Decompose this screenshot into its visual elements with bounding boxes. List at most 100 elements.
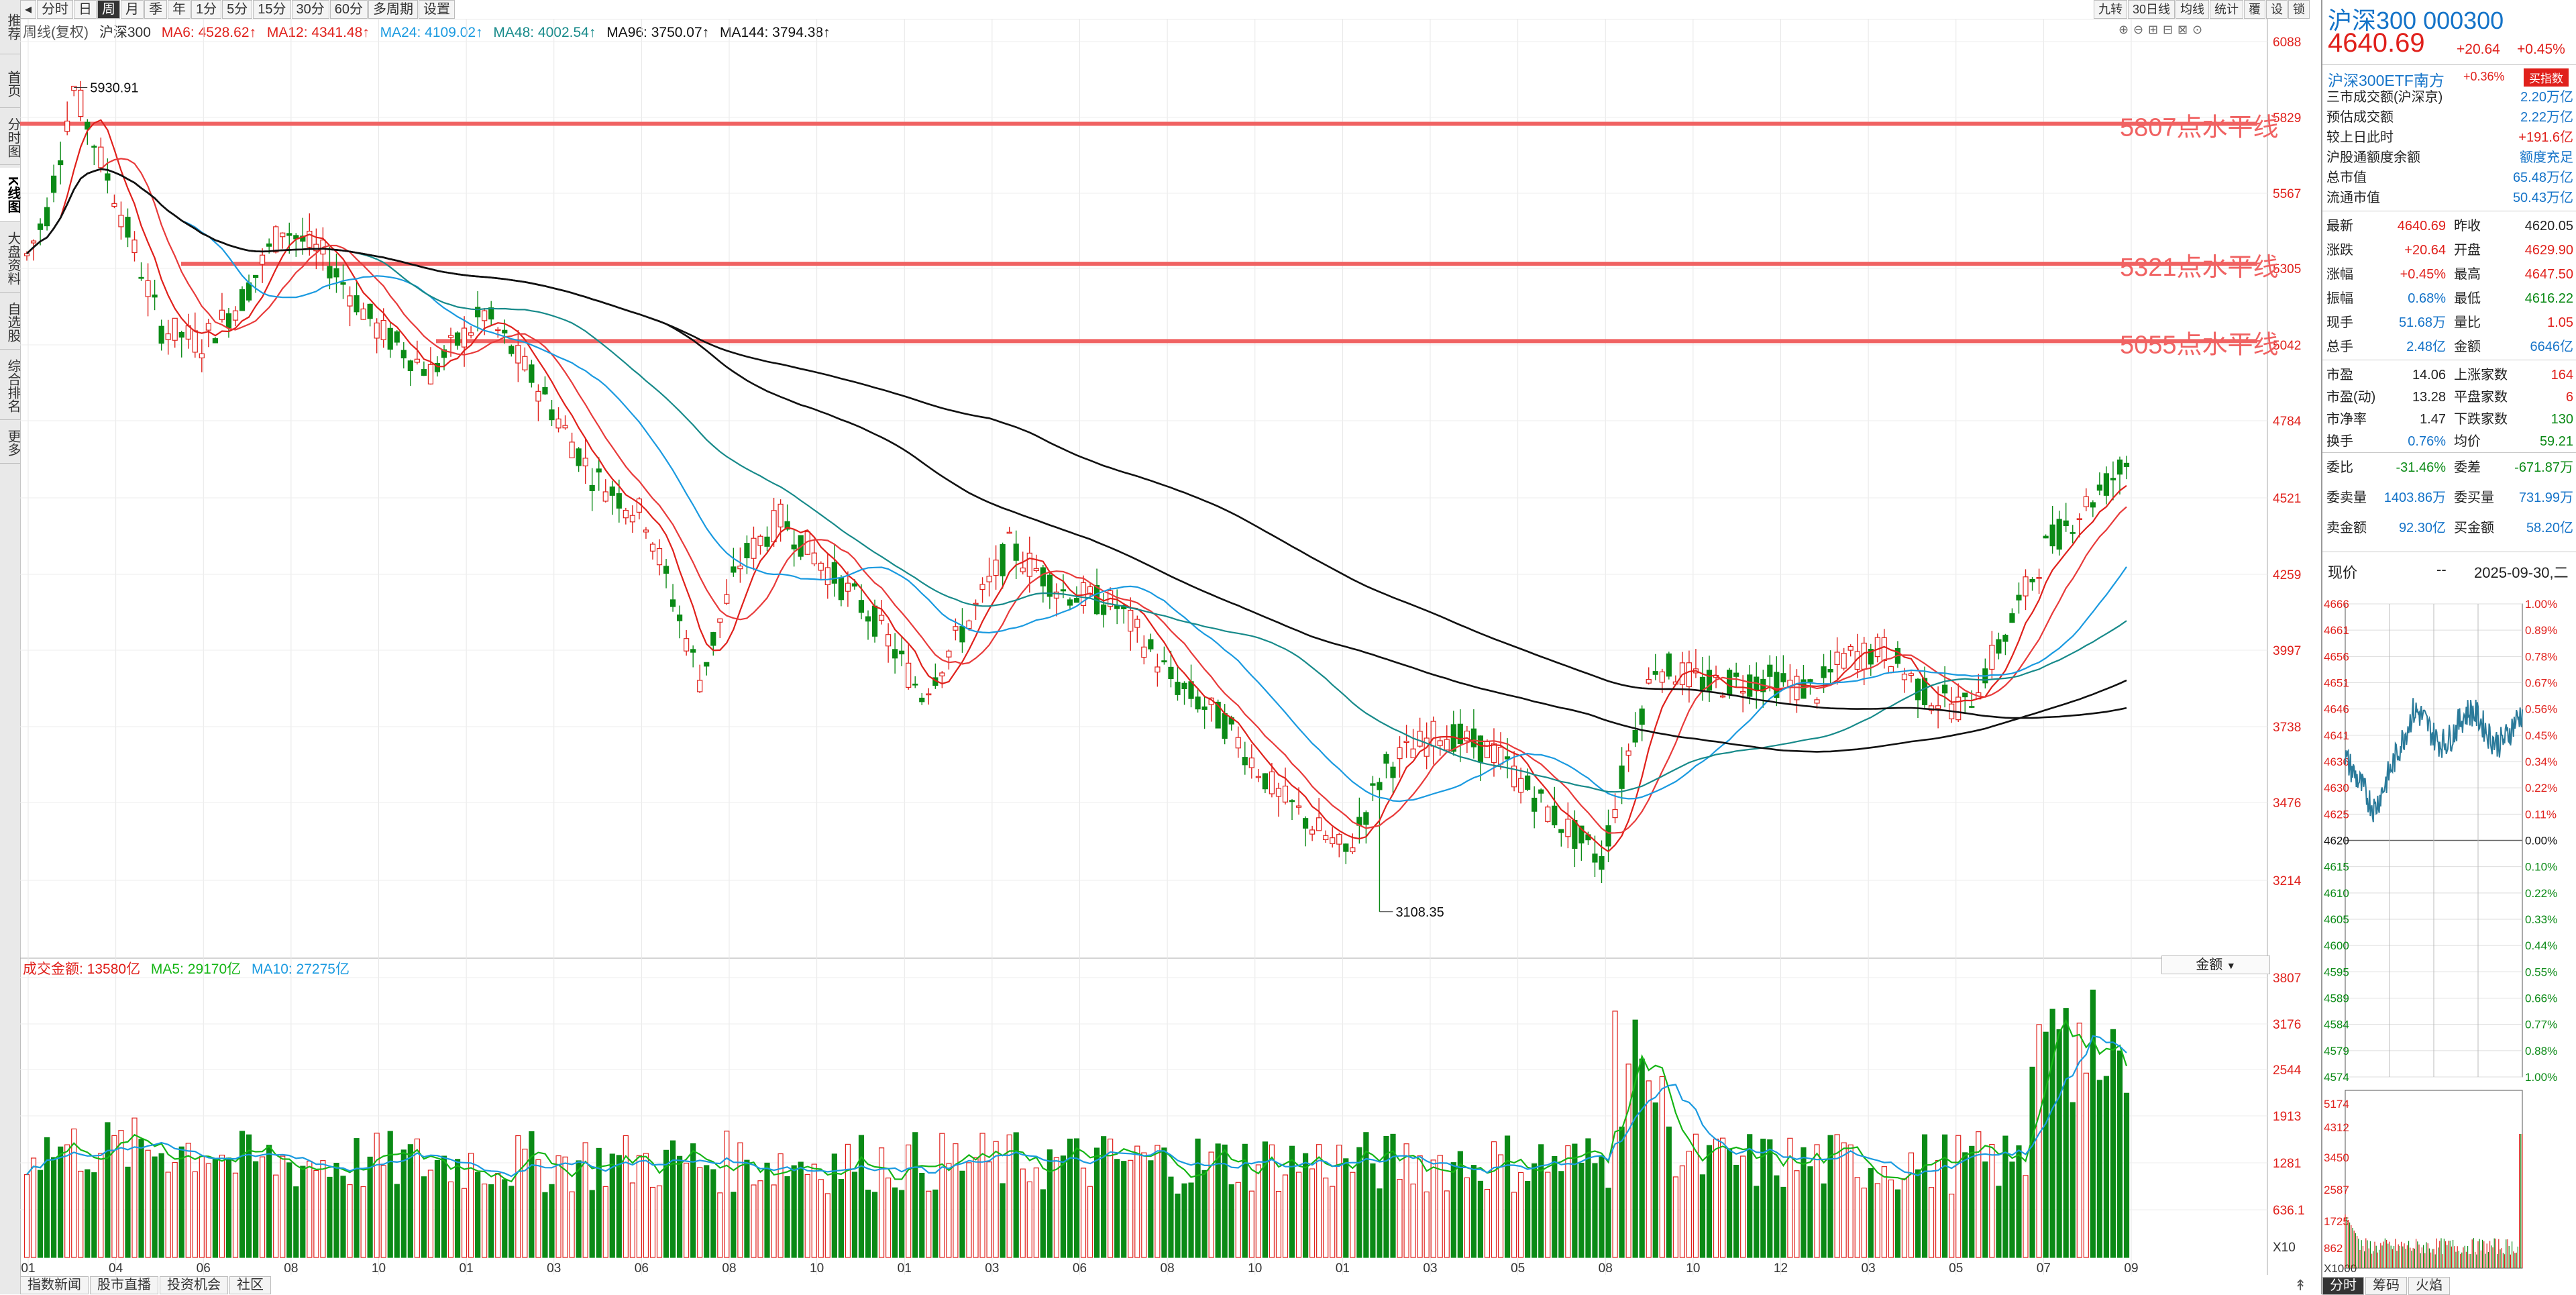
volume-bar bbox=[1733, 1164, 1739, 1258]
volume-bar bbox=[1861, 1187, 1867, 1258]
tool-button-5[interactable]: 设 bbox=[2266, 0, 2288, 19]
left-tab-7[interactable]: 更多 bbox=[0, 423, 20, 464]
tool-button-6[interactable]: 锁 bbox=[2288, 0, 2310, 19]
mini-tab-1[interactable]: 筹码 bbox=[2365, 1277, 2407, 1295]
candle-body bbox=[885, 634, 892, 647]
candle-body bbox=[205, 323, 211, 331]
expand-icon[interactable]: ◂ bbox=[20, 0, 37, 19]
candle-body bbox=[1067, 599, 1073, 606]
period-8[interactable]: 15分 bbox=[253, 0, 291, 19]
candle-body bbox=[838, 577, 844, 601]
period-4[interactable]: 季 bbox=[144, 0, 168, 19]
period-11[interactable]: 多周期 bbox=[368, 0, 419, 19]
left-tab-2[interactable]: 分时图 bbox=[0, 111, 20, 165]
volume-bar bbox=[172, 1161, 178, 1258]
volume-bar bbox=[1491, 1141, 1497, 1258]
volume-bar bbox=[1410, 1183, 1416, 1258]
info-label: 沪股通额度余额 bbox=[2326, 150, 2420, 165]
volume-bar bbox=[1713, 1138, 1719, 1258]
volume-indicator-select[interactable]: 金额 ▼ bbox=[2161, 955, 2270, 974]
tool-button-4[interactable]: 覆 bbox=[2244, 0, 2266, 19]
candle-body bbox=[475, 307, 481, 317]
candle-body bbox=[1511, 766, 1517, 788]
bottom-tab-1[interactable]: 股市直播 bbox=[90, 1276, 158, 1294]
etf-link[interactable]: 沪深300ETF南方 bbox=[2328, 72, 2445, 89]
period-2[interactable]: 周 bbox=[97, 0, 121, 19]
x-tick-label: 04 bbox=[109, 1261, 123, 1275]
tool-button-2[interactable]: 均线 bbox=[2176, 0, 2210, 19]
period-12[interactable]: 设置 bbox=[419, 0, 455, 19]
bottom-tab-0[interactable]: 指数新闻 bbox=[20, 1276, 89, 1294]
period-1[interactable]: 日 bbox=[74, 0, 97, 19]
intraday-mini-chart[interactable]: 4666 1.00% 4661 0.89% 4656 0.78% 4651 0.67% 4646… bbox=[2322, 590, 2576, 1275]
kline-chart[interactable]: 01 04 06 08 10 01 03 06 08 10 01 03 06 08 10 01 03 05 08 10… bbox=[20, 19, 2321, 1275]
candle-body bbox=[892, 649, 898, 659]
period-6[interactable]: 1分 bbox=[191, 0, 222, 19]
bottom-tab-3[interactable]: 社区 bbox=[229, 1276, 271, 1294]
candle-body bbox=[85, 121, 91, 130]
chart-toolbar-icon[interactable]: ⊖ bbox=[2133, 23, 2143, 36]
left-tab-3[interactable]: K线图 bbox=[0, 168, 20, 222]
tool-button-1[interactable]: 30日线 bbox=[2128, 0, 2176, 19]
candle-body bbox=[1181, 682, 1187, 690]
mini-tab-0[interactable]: 分时 bbox=[2322, 1277, 2364, 1295]
volume-bar bbox=[2123, 1092, 2130, 1258]
candle-body bbox=[1572, 820, 1578, 849]
quote-label: 最高 bbox=[2454, 267, 2481, 282]
x-tick-label: 01 bbox=[21, 1261, 35, 1275]
candle-body bbox=[1262, 773, 1268, 790]
price-tick-label: 4521 bbox=[2273, 492, 2301, 506]
candle-body bbox=[131, 240, 138, 254]
left-tab-0[interactable]: 推荐 bbox=[0, 0, 20, 54]
quote-value: 58.20亿 bbox=[2526, 521, 2573, 535]
volume-bar bbox=[966, 1162, 972, 1258]
period-10[interactable]: 60分 bbox=[329, 0, 368, 19]
mini-pct-label: 0.88% bbox=[2525, 1045, 2557, 1057]
period-7[interactable]: 5分 bbox=[222, 0, 253, 19]
quote-value: 4616.22 bbox=[2524, 291, 2573, 306]
volume-bar bbox=[340, 1176, 346, 1258]
candle-body bbox=[1403, 741, 1409, 743]
candle-body bbox=[2049, 524, 2055, 547]
period-5[interactable]: 年 bbox=[168, 0, 191, 19]
quote-row: 最新 4640.69 昨收 4620.05 bbox=[2326, 215, 2573, 238]
period-0[interactable]: 分时 bbox=[37, 0, 74, 19]
info-row: 沪股通额度余额 额度充足 bbox=[2326, 148, 2573, 168]
volume-bar bbox=[697, 1167, 703, 1258]
mini-pct-label: 0.66% bbox=[2525, 992, 2557, 1005]
buy-index-button[interactable]: 买指数 bbox=[2524, 68, 2569, 87]
left-tab-4[interactable]: 大盘资料 bbox=[0, 225, 20, 293]
candle-body bbox=[777, 503, 784, 527]
period-9[interactable]: 30分 bbox=[291, 0, 329, 19]
chart-toolbar-icon[interactable]: ⊟ bbox=[2163, 23, 2173, 36]
chart-toolbar-icon[interactable]: ⊠ bbox=[2178, 23, 2188, 36]
left-tab-5[interactable]: 自选股 bbox=[0, 295, 20, 350]
chart-toolbar-icon[interactable]: ⊞ bbox=[2148, 23, 2158, 36]
tool-button-3[interactable]: 统计 bbox=[2210, 0, 2244, 19]
vol-tick-label: 636.1 bbox=[2273, 1204, 2305, 1218]
volume-bar bbox=[1874, 1183, 1880, 1258]
mini-tab-2[interactable]: 火焰 bbox=[2408, 1277, 2450, 1295]
tool-button-0[interactable]: 九转 bbox=[2094, 0, 2127, 19]
volume-bar bbox=[1255, 1164, 1261, 1258]
volume-bar bbox=[669, 1140, 676, 1258]
bottom-tab-2[interactable]: 投资机会 bbox=[160, 1276, 228, 1294]
left-tab-6[interactable]: 综合排名 bbox=[0, 352, 20, 420]
x-tick-label: 01 bbox=[460, 1261, 474, 1275]
chart-toolbar-icon[interactable]: ⊕ bbox=[2118, 23, 2129, 36]
candle-body bbox=[1599, 856, 1605, 870]
x-tick-label: 03 bbox=[1862, 1261, 1876, 1275]
volume-bar bbox=[1754, 1186, 1760, 1258]
collapse-up-icon[interactable]: ↟ bbox=[2294, 1277, 2307, 1294]
period-3[interactable]: 月 bbox=[121, 0, 144, 19]
chart-toolbar-icon[interactable]: ⊙ bbox=[2192, 23, 2202, 36]
candle-body bbox=[2076, 518, 2082, 521]
candle-body bbox=[1827, 669, 1833, 673]
volume-bar bbox=[1108, 1138, 1114, 1258]
volume-bar bbox=[542, 1192, 548, 1258]
volume-selector-label: 金额 bbox=[2196, 957, 2223, 972]
left-tab-1[interactable]: 首页 bbox=[0, 60, 20, 108]
volume-bar bbox=[145, 1149, 151, 1258]
candle-body bbox=[313, 244, 319, 252]
candle-body bbox=[656, 548, 663, 566]
